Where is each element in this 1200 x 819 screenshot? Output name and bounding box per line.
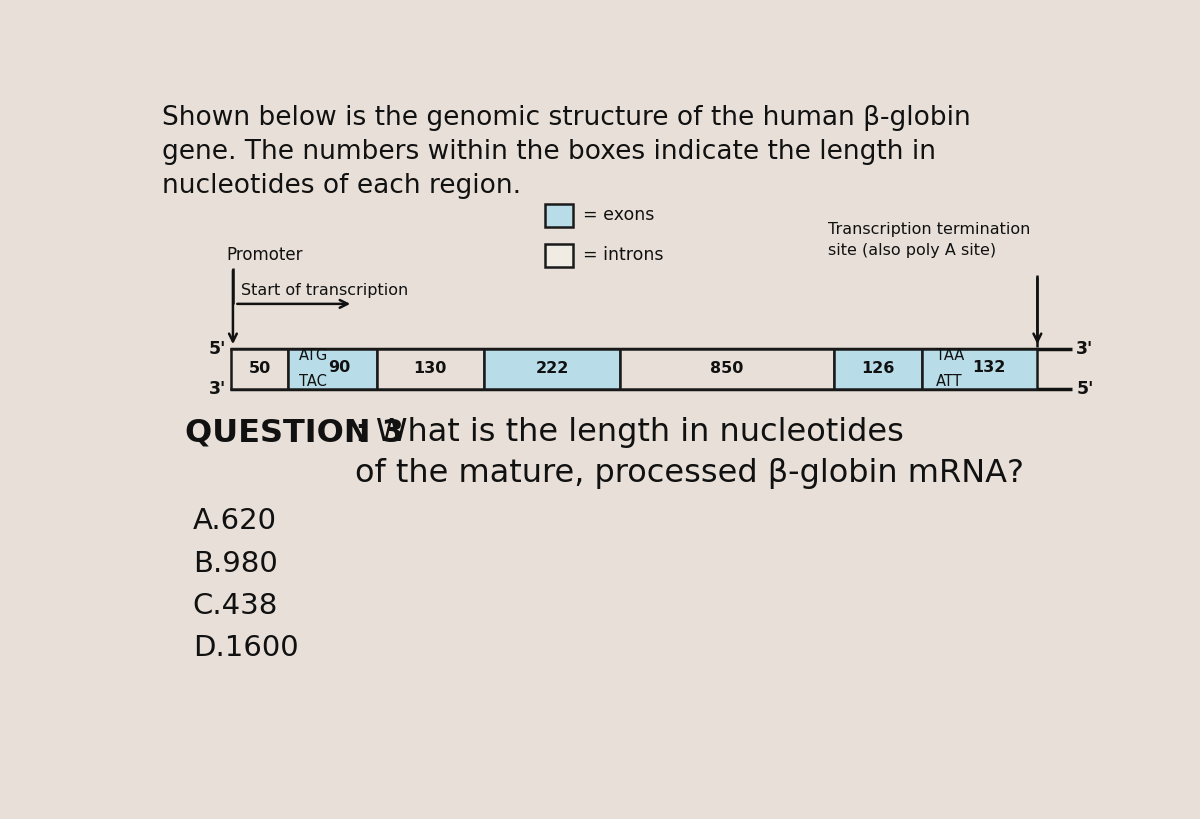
Text: ATT: ATT [936, 374, 962, 389]
Bar [545, 204, 574, 227]
Bar [288, 349, 377, 388]
Text: TAC: TAC [299, 374, 326, 389]
Bar [620, 349, 834, 388]
Text: 3': 3' [209, 379, 226, 397]
Text: 130: 130 [414, 361, 448, 376]
Bar [484, 349, 620, 388]
Text: 3': 3' [1076, 340, 1093, 358]
Text: B.980: B.980 [193, 550, 277, 577]
Bar [834, 349, 923, 388]
Text: 132: 132 [972, 360, 1006, 374]
Bar [923, 349, 1037, 388]
Text: = exons: = exons [583, 206, 655, 224]
Text: A.620: A.620 [193, 507, 277, 535]
Text: C.438: C.438 [193, 592, 278, 620]
Bar [232, 349, 288, 388]
Text: Shown below is the genomic structure of the human β-globin
gene. The numbers wit: Shown below is the genomic structure of … [162, 105, 971, 199]
Text: Promoter: Promoter [227, 246, 304, 264]
Text: ATG: ATG [299, 348, 329, 363]
Text: 126: 126 [862, 361, 895, 376]
Text: Start of transcription: Start of transcription [241, 283, 408, 298]
Text: 5': 5' [1076, 379, 1093, 397]
Text: TAA: TAA [936, 348, 965, 363]
Text: D.1600: D.1600 [193, 634, 299, 663]
Text: = introns: = introns [583, 247, 664, 265]
Text: 90: 90 [329, 360, 350, 374]
Text: Transcription termination
site (also poly A site): Transcription termination site (also pol… [828, 222, 1031, 258]
Text: 5': 5' [209, 340, 226, 358]
Text: 222: 222 [535, 361, 569, 376]
Text: 850: 850 [710, 361, 744, 376]
Text: 50: 50 [248, 361, 271, 376]
Text: : What is the length in nucleotides
of the mature, processed β-globin mRNA?: : What is the length in nucleotides of t… [355, 417, 1025, 489]
Bar [545, 244, 574, 267]
Bar [377, 349, 484, 388]
Text: QUESTION 3: QUESTION 3 [185, 417, 403, 448]
